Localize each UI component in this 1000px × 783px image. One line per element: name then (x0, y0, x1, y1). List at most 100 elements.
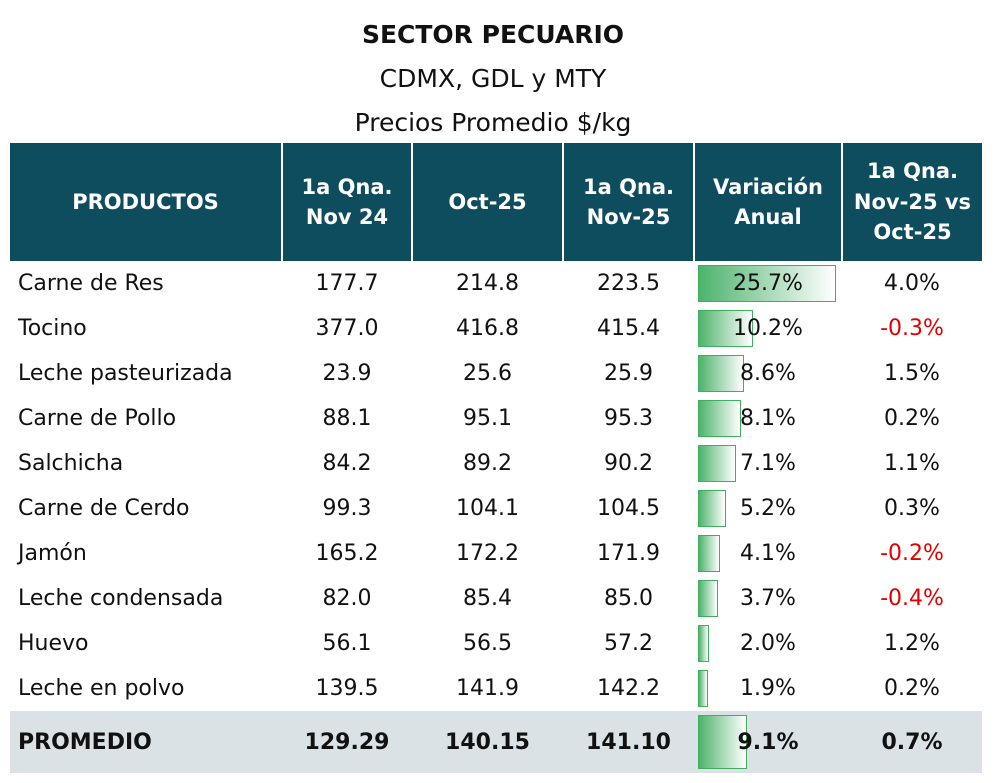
variation: 4.1% (740, 541, 796, 566)
data-bar (698, 670, 709, 707)
price: 214.8 (456, 271, 519, 296)
price: 99.3 (322, 496, 372, 521)
change-vs-oct: 0.3% (884, 496, 940, 521)
price: 177.7 (315, 271, 379, 296)
change-vs-oct: 4.0% (884, 271, 940, 296)
column-header: PRODUCTOS (10, 143, 282, 261)
row: Leche condensada 82.0 85.4 85.0 3.7% -0.4% (10, 576, 982, 621)
price: 129.29 (282, 711, 412, 773)
note: Precios Promedio $/kg (354, 108, 632, 137)
price: 85.4 (463, 586, 512, 611)
price: 95.1 (463, 406, 512, 431)
product: Carne de Pollo (18, 406, 177, 431)
data-bar (698, 490, 726, 527)
product: Carne de Cerdo (18, 496, 190, 521)
column-header: 1a Qna. Nov 24 (281, 143, 412, 261)
data-bar (698, 400, 742, 437)
row: Carne de Pollo 88.1 95.1 95.3 8.1% 0.2% (10, 396, 982, 441)
variation: 2.0% (740, 631, 796, 656)
price: 104.1 (456, 496, 519, 521)
change-vs-oct: 1.5% (884, 361, 940, 386)
change-vs-oct: 0.2% (884, 676, 940, 701)
product: Jamón (18, 541, 87, 566)
column-header: 1a Qna. Nov-25 vs Oct-25 (841, 143, 982, 261)
price: 377.0 (315, 316, 379, 341)
variation-cell: 8.1% (694, 396, 842, 441)
variation: 8.6% (740, 361, 796, 386)
variation-cell: 25.7% (694, 261, 842, 306)
data-bar (698, 355, 745, 392)
price: 90.2 (604, 451, 653, 476)
data-bar (698, 535, 720, 572)
data-bar (698, 625, 709, 662)
price: 95.3 (604, 406, 653, 431)
variation-cell: 3.7% (694, 576, 842, 621)
price: 88.1 (322, 406, 372, 431)
variation-cell: 1.9% (694, 666, 842, 711)
price: 141.9 (456, 676, 519, 701)
column-header: 1a Qna. Nov-25 (562, 143, 694, 261)
price: 172.2 (456, 541, 519, 566)
row: Jamón 165.2 172.2 171.9 4.1% -0.2% (10, 531, 982, 576)
subtitle: CDMX, GDL y MTY (379, 64, 607, 93)
change-vs-oct: 0.7% (842, 711, 982, 773)
price: 56.5 (463, 631, 512, 656)
price: 82.0 (322, 586, 372, 611)
row: Tocino 377.0 416.8 415.4 10.2% -0.3% (10, 306, 982, 351)
column-header: Variación Anual (693, 143, 842, 261)
data-bar (698, 580, 718, 617)
price: 171.9 (597, 541, 660, 566)
change-vs-oct: 1.1% (884, 451, 940, 476)
price: 140.15 (412, 711, 563, 773)
product: Carne de Res (18, 271, 164, 296)
variation-cell: 10.2% (694, 306, 842, 351)
price: 84.2 (322, 451, 372, 476)
row: Carne de Cerdo 99.3 104.1 104.5 5.2% 0.3% (10, 486, 982, 531)
change-vs-oct: 1.2% (884, 631, 940, 656)
column-header: Oct-25 (411, 143, 563, 261)
variation: 3.7% (740, 586, 796, 611)
price: 56.1 (322, 631, 372, 656)
price: 416.8 (456, 316, 519, 341)
price: 415.4 (597, 316, 660, 341)
price: 85.0 (604, 586, 653, 611)
product: PROMEDIO (10, 711, 282, 773)
row: Leche en polvo 139.5 141.9 142.2 1.9% 0.2% (10, 666, 982, 711)
variation-cell: 5.2% (694, 486, 842, 531)
price: 141.10 (563, 711, 694, 773)
price: 104.5 (597, 496, 660, 521)
variation: 1.9% (740, 676, 796, 701)
title: SECTOR PECUARIO (361, 20, 625, 49)
price: 223.5 (597, 271, 660, 296)
price: 89.2 (463, 451, 512, 476)
change-vs-oct: 0.2% (884, 406, 940, 431)
variation: 7.1% (740, 451, 796, 476)
row: Salchicha 84.2 89.2 90.2 7.1% 1.1% (10, 441, 982, 486)
variation-cell: 4.1% (694, 531, 842, 576)
variation-cell: 8.6% (694, 351, 842, 396)
data-bar (698, 310, 753, 347)
row: Huevo 56.1 56.5 57.2 2.0% 1.2% (10, 621, 982, 666)
product: Tocino (18, 316, 87, 341)
variation: 9.1% (737, 729, 799, 755)
row: Carne de Res 177.7 214.8 223.5 25.7% 4.0% (10, 261, 982, 306)
row: Leche pasteurizada 23.9 25.6 25.9 8.6% 1.5% (10, 351, 982, 396)
price: 139.5 (315, 676, 379, 701)
variation-cell: 9.1% (694, 711, 842, 773)
price: 142.2 (597, 676, 660, 701)
price: 25.6 (463, 361, 512, 386)
price: 57.2 (604, 631, 653, 656)
price-table: PRODUCTOS 1a Qna. Nov 24 Oct-25 1a Qna. Nov… (10, 143, 982, 773)
product: Huevo (18, 631, 89, 656)
change-vs-oct: -0.3% (880, 316, 944, 341)
variation: 25.7% (733, 271, 803, 296)
total-row: PROMEDIO 129.29 140.15 141.10 9.1% 0.7% (10, 711, 982, 773)
data-bar (698, 715, 747, 769)
data-bar (698, 445, 737, 482)
variation-cell: 7.1% (694, 441, 842, 486)
price: 25.9 (604, 361, 653, 386)
price: 165.2 (315, 541, 379, 566)
product: Leche pasteurizada (18, 361, 233, 386)
data-bar (698, 265, 836, 302)
